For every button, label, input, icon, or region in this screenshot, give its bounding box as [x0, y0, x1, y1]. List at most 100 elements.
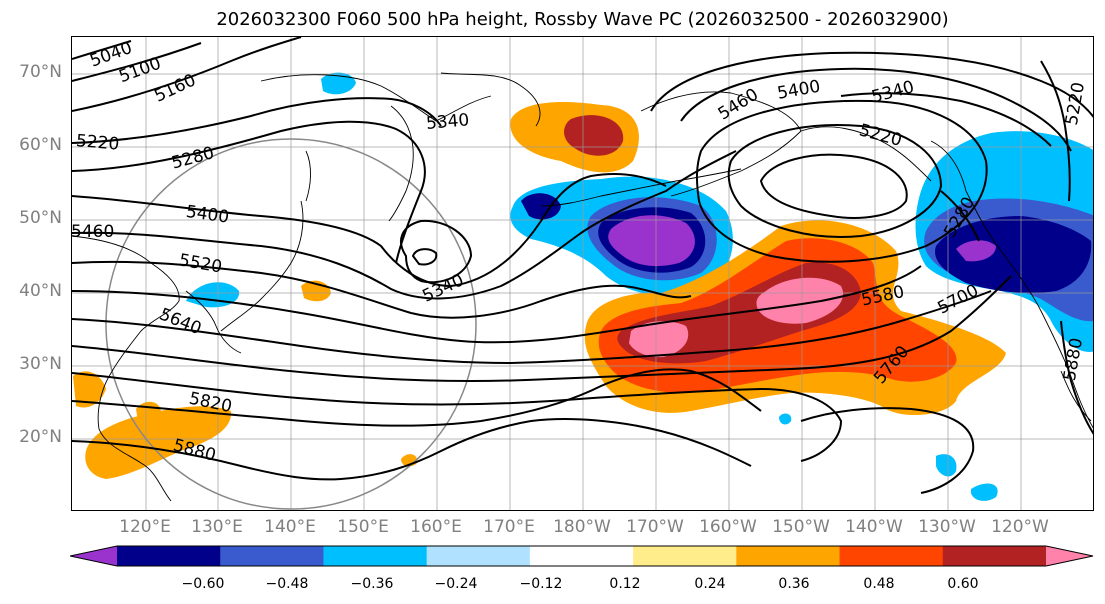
coast-baja	[1060, 370, 1092, 422]
contour-label-5220-alaska: 5220	[857, 120, 904, 151]
anomaly-pacific-small-neg	[779, 413, 792, 425]
map-panel: 5040 5100 5160 5220 5280 5340 5400 5460 …	[71, 36, 1094, 511]
lon-label-130e: 130°E	[191, 517, 243, 537]
anomaly-pacific-small-neg-2	[936, 454, 957, 477]
contour-5460	[72, 150, 737, 300]
anomaly-china-positive	[85, 406, 232, 479]
colorbar-swatch	[117, 546, 221, 566]
contour-5640	[72, 290, 992, 365]
contour-5280-east	[940, 190, 980, 242]
anomaly-pacific-positive-peak-2	[629, 321, 689, 358]
lon-label-120w: 120°W	[991, 517, 1049, 537]
lon-label-180w: 180°W	[553, 517, 611, 537]
colorbar-tick-label: 0.36	[778, 576, 810, 592]
coast-sakhalin	[305, 150, 311, 202]
coast-alaska	[640, 91, 932, 197]
contour-east-ridge-1	[680, 67, 1072, 152]
lat-label-70n: 70°N	[19, 62, 62, 82]
graticule	[72, 37, 1093, 510]
anomaly-siberia-negative	[321, 72, 356, 95]
lon-label-140e: 140°E	[264, 517, 316, 537]
contour-label-5280: 5280	[169, 143, 216, 174]
contour-label-5880: 5880	[171, 435, 218, 466]
contour-label-5220-far-east: 5220	[1062, 81, 1089, 127]
anomaly-shading	[73, 72, 1093, 501]
anomaly-npac-core	[608, 215, 695, 267]
colorbar-swatch	[633, 546, 737, 566]
lat-label-30n: 30°N	[19, 354, 62, 374]
anomaly-sea-positive	[73, 371, 106, 408]
contour-5160	[72, 37, 302, 112]
lon-label-120e: 120°E	[119, 517, 171, 537]
contour-label-5220: 5220	[75, 131, 120, 155]
coast-kamchatka	[388, 105, 414, 222]
lat-label-50n: 50°N	[19, 208, 62, 228]
coast-korea	[185, 290, 242, 354]
contour-5100	[72, 42, 202, 82]
contour-alaska-ring1	[727, 124, 943, 238]
contour-alaska-ring2	[695, 99, 988, 263]
colorbar-tick-label: −0.24	[434, 576, 478, 592]
contour-5340-inner	[411, 248, 438, 266]
anomaly-korea-negative	[186, 282, 240, 308]
contour-label-5340-low: 5340	[419, 270, 467, 306]
lon-label-140w: 140°W	[845, 517, 903, 537]
contour-5040	[72, 40, 132, 60]
lon-label-160e: 160°E	[410, 517, 462, 537]
contour-east-ridge-2	[650, 51, 1093, 118]
colorbar-swatches	[70, 546, 1093, 566]
contour-5820	[72, 368, 762, 427]
colorbar-swatch	[323, 546, 428, 566]
lon-label-130w: 130°W	[918, 517, 976, 537]
anomaly-bering-core	[564, 115, 624, 156]
contour-label-5700: 5700	[934, 281, 982, 319]
colorbar-outline	[70, 545, 1094, 567]
colorbar-tick-label: −0.36	[350, 576, 394, 592]
lat-label-20n: 20°N	[19, 427, 62, 447]
colorbar-swatch	[220, 546, 324, 566]
contour-alaska-low	[759, 153, 908, 219]
contour-5520	[72, 260, 692, 319]
contour-5400	[72, 173, 667, 288]
colorbar-tick-label: 0.48	[863, 576, 895, 592]
coast-russia-north	[260, 74, 492, 122]
contour-5880-right	[1060, 320, 1093, 435]
contour-label-5340: 5340	[425, 110, 470, 134]
map-svg: 5040 5100 5160 5220 5280 5340 5400 5460 …	[72, 37, 1093, 510]
contour-5700	[72, 275, 1012, 382]
chart-title: 2026032300 F060 500 hPa height, Rossby W…	[216, 9, 949, 30]
region-circle	[105, 138, 477, 510]
lon-label-150e: 150°E	[337, 517, 389, 537]
anomaly-nepac-negative-deep	[935, 216, 1092, 294]
colorbar-swatch	[736, 546, 841, 566]
contour-5880-east	[800, 407, 975, 494]
contour-label-5160: 5160	[151, 70, 199, 106]
colorbar-swatch	[839, 546, 944, 566]
height-contours	[72, 37, 1093, 494]
colorbar-swatch	[70, 546, 117, 566]
coast-chukotka	[440, 72, 541, 127]
lon-label-170w: 170°W	[626, 517, 684, 537]
colorbar-tick-label: −0.60	[181, 576, 225, 592]
contour-label-5520: 5520	[177, 250, 223, 277]
colorbar-swatch	[426, 546, 531, 566]
lon-label-170e: 170°E	[483, 517, 535, 537]
anomaly-pacific-small-neg-3	[971, 483, 998, 501]
colorbar-tick-label: −0.48	[265, 576, 309, 592]
contour-5220-west	[72, 97, 442, 144]
anomaly-nepac-core	[956, 240, 996, 262]
colorbar	[70, 545, 1094, 567]
contour-label-5400: 5400	[185, 202, 231, 228]
contour-5880	[72, 418, 752, 481]
colorbar-swatch	[529, 546, 634, 566]
lon-label-150w: 150°W	[772, 517, 830, 537]
anomaly-pacific-positive-peak	[756, 277, 844, 324]
colorbar-swatch	[942, 546, 1047, 566]
colorbar-swatch	[1046, 546, 1093, 566]
colorbar-tick-label: 0.60	[947, 576, 979, 592]
coast-na-west	[930, 140, 1093, 429]
lat-label-60n: 60°N	[19, 135, 62, 155]
lon-label-160w: 160°W	[699, 517, 757, 537]
contour-label-5460: 5460	[72, 222, 114, 242]
colorbar-tick-label: −0.12	[519, 576, 563, 592]
